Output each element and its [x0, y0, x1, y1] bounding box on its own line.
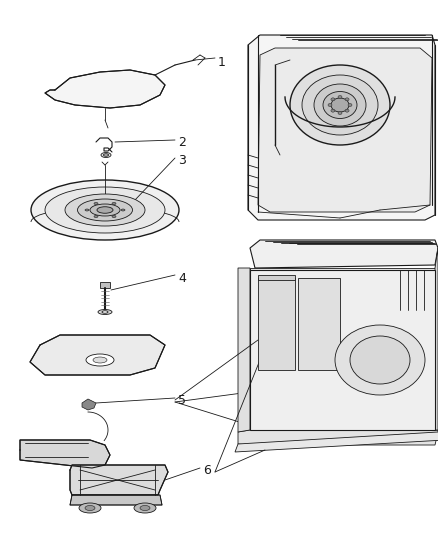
- Polygon shape: [250, 240, 438, 268]
- Polygon shape: [238, 430, 438, 445]
- Ellipse shape: [348, 103, 352, 107]
- Polygon shape: [30, 335, 165, 375]
- Ellipse shape: [328, 103, 332, 107]
- Ellipse shape: [102, 311, 108, 313]
- Polygon shape: [250, 268, 435, 270]
- Ellipse shape: [94, 215, 98, 217]
- Ellipse shape: [98, 310, 112, 314]
- Polygon shape: [248, 35, 435, 220]
- Ellipse shape: [101, 152, 111, 157]
- Ellipse shape: [85, 505, 95, 511]
- Polygon shape: [258, 278, 295, 370]
- Ellipse shape: [331, 109, 335, 112]
- Ellipse shape: [93, 357, 107, 363]
- Text: 1: 1: [218, 55, 226, 69]
- Ellipse shape: [86, 354, 114, 366]
- Polygon shape: [82, 399, 96, 410]
- Ellipse shape: [290, 65, 390, 145]
- Polygon shape: [298, 278, 340, 370]
- Polygon shape: [238, 268, 250, 432]
- Polygon shape: [45, 70, 165, 108]
- Polygon shape: [258, 275, 295, 280]
- Polygon shape: [20, 440, 110, 468]
- Ellipse shape: [302, 75, 378, 135]
- Polygon shape: [70, 465, 168, 495]
- Ellipse shape: [112, 203, 116, 205]
- Ellipse shape: [45, 187, 165, 233]
- Polygon shape: [435, 248, 438, 430]
- Polygon shape: [258, 48, 432, 212]
- Ellipse shape: [338, 111, 342, 115]
- Ellipse shape: [31, 180, 179, 240]
- Text: 5: 5: [178, 393, 186, 407]
- Text: 2: 2: [178, 136, 186, 149]
- Ellipse shape: [134, 503, 156, 513]
- Ellipse shape: [331, 98, 335, 101]
- Ellipse shape: [85, 209, 89, 211]
- Ellipse shape: [345, 98, 349, 101]
- Ellipse shape: [140, 505, 150, 511]
- Ellipse shape: [121, 209, 125, 211]
- Ellipse shape: [112, 215, 116, 217]
- Polygon shape: [70, 495, 162, 505]
- Ellipse shape: [345, 109, 349, 112]
- Polygon shape: [435, 248, 438, 430]
- Ellipse shape: [335, 325, 425, 395]
- Polygon shape: [250, 270, 435, 430]
- Text: 6: 6: [203, 464, 211, 477]
- Ellipse shape: [331, 98, 349, 112]
- Text: 3: 3: [178, 154, 186, 166]
- Ellipse shape: [90, 204, 120, 216]
- Ellipse shape: [65, 194, 145, 226]
- Polygon shape: [235, 432, 438, 452]
- Ellipse shape: [103, 154, 109, 156]
- Ellipse shape: [79, 503, 101, 513]
- Text: 4: 4: [178, 271, 186, 285]
- Ellipse shape: [323, 92, 357, 118]
- Polygon shape: [100, 282, 110, 288]
- Ellipse shape: [78, 199, 133, 221]
- Ellipse shape: [314, 84, 366, 126]
- Ellipse shape: [338, 95, 342, 99]
- Ellipse shape: [350, 336, 410, 384]
- Ellipse shape: [97, 207, 113, 213]
- Ellipse shape: [94, 203, 98, 205]
